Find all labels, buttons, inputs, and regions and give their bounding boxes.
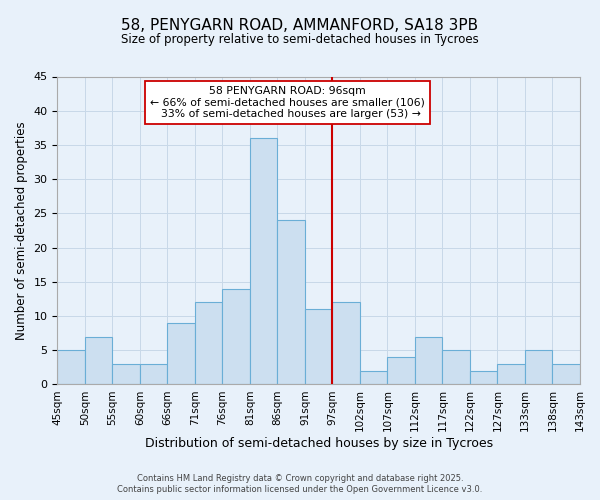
- Text: 58 PENYGARN ROAD: 96sqm
← 66% of semi-detached houses are smaller (106)
  33% of: 58 PENYGARN ROAD: 96sqm ← 66% of semi-de…: [150, 86, 425, 119]
- Bar: [553, 364, 580, 384]
- Y-axis label: Number of semi-detached properties: Number of semi-detached properties: [15, 121, 28, 340]
- Bar: [332, 302, 360, 384]
- Bar: [277, 220, 305, 384]
- Bar: [388, 357, 415, 384]
- Bar: [415, 336, 442, 384]
- Bar: [58, 350, 85, 384]
- Bar: [250, 138, 277, 384]
- Bar: [112, 364, 140, 384]
- Bar: [167, 323, 195, 384]
- Bar: [470, 371, 497, 384]
- Bar: [525, 350, 553, 384]
- Bar: [497, 364, 525, 384]
- Bar: [140, 364, 167, 384]
- Text: Size of property relative to semi-detached houses in Tycroes: Size of property relative to semi-detach…: [121, 32, 479, 46]
- Bar: [223, 288, 250, 384]
- Bar: [360, 371, 388, 384]
- Bar: [85, 336, 112, 384]
- Bar: [305, 309, 332, 384]
- Text: Contains HM Land Registry data © Crown copyright and database right 2025.
Contai: Contains HM Land Registry data © Crown c…: [118, 474, 482, 494]
- Text: 58, PENYGARN ROAD, AMMANFORD, SA18 3PB: 58, PENYGARN ROAD, AMMANFORD, SA18 3PB: [121, 18, 479, 32]
- Bar: [442, 350, 470, 384]
- Bar: [195, 302, 223, 384]
- X-axis label: Distribution of semi-detached houses by size in Tycroes: Distribution of semi-detached houses by …: [145, 437, 493, 450]
